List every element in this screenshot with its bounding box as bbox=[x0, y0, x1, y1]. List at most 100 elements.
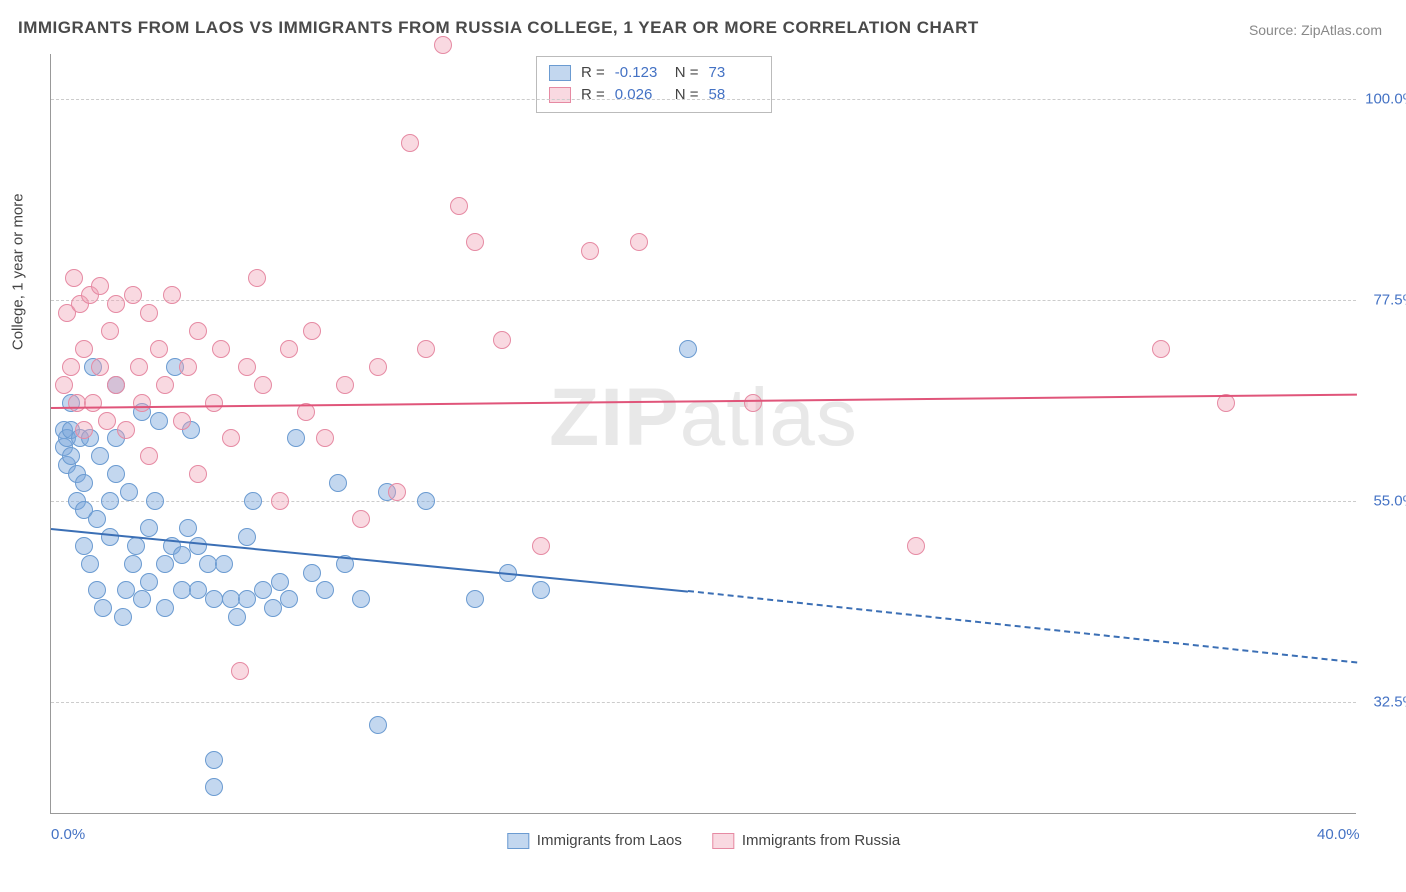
scatter-point bbox=[280, 340, 298, 358]
scatter-point bbox=[466, 233, 484, 251]
scatter-point bbox=[91, 358, 109, 376]
legend-r-value: -0.123 bbox=[615, 62, 665, 84]
scatter-point bbox=[248, 269, 266, 287]
scatter-point bbox=[68, 394, 86, 412]
scatter-point bbox=[179, 358, 197, 376]
scatter-point bbox=[88, 510, 106, 528]
scatter-point bbox=[205, 778, 223, 796]
legend-n-label: N = bbox=[675, 84, 699, 106]
trend-line-dashed bbox=[688, 590, 1358, 664]
x-tick-label: 0.0% bbox=[51, 826, 85, 843]
scatter-point bbox=[55, 376, 73, 394]
legend-item: Immigrants from Russia bbox=[712, 832, 900, 849]
scatter-point bbox=[287, 429, 305, 447]
scatter-point bbox=[466, 590, 484, 608]
scatter-point bbox=[630, 233, 648, 251]
scatter-point bbox=[417, 492, 435, 510]
y-tick-label: 100.0% bbox=[1361, 90, 1406, 107]
scatter-point bbox=[450, 197, 468, 215]
scatter-point bbox=[140, 519, 158, 537]
scatter-point bbox=[163, 286, 181, 304]
scatter-point bbox=[222, 590, 240, 608]
scatter-point bbox=[91, 447, 109, 465]
scatter-point bbox=[62, 447, 80, 465]
scatter-point bbox=[133, 590, 151, 608]
scatter-point bbox=[140, 573, 158, 591]
legend-bottom: Immigrants from Laos Immigrants from Russ… bbox=[507, 832, 900, 849]
watermark-rest: atlas bbox=[680, 372, 858, 463]
scatter-point bbox=[369, 358, 387, 376]
scatter-point bbox=[189, 322, 207, 340]
y-tick-label: 32.5% bbox=[1361, 694, 1406, 711]
scatter-point bbox=[107, 295, 125, 313]
scatter-point bbox=[94, 599, 112, 617]
scatter-point bbox=[101, 492, 119, 510]
scatter-point bbox=[316, 581, 334, 599]
legend-r-value: 0.026 bbox=[615, 84, 665, 106]
scatter-point bbox=[352, 510, 370, 528]
scatter-point bbox=[156, 555, 174, 573]
scatter-point bbox=[62, 358, 80, 376]
trend-line bbox=[51, 394, 1357, 409]
scatter-point bbox=[156, 599, 174, 617]
scatter-point bbox=[173, 546, 191, 564]
scatter-point bbox=[75, 421, 93, 439]
scatter-point bbox=[532, 581, 550, 599]
scatter-point bbox=[189, 465, 207, 483]
scatter-point bbox=[352, 590, 370, 608]
scatter-point bbox=[156, 376, 174, 394]
scatter-point bbox=[199, 555, 217, 573]
scatter-point bbox=[124, 555, 142, 573]
scatter-point bbox=[271, 573, 289, 591]
scatter-point bbox=[222, 429, 240, 447]
scatter-point bbox=[150, 412, 168, 430]
watermark: ZIPatlas bbox=[549, 371, 858, 465]
legend-swatch bbox=[712, 833, 734, 849]
scatter-point bbox=[231, 662, 249, 680]
scatter-point bbox=[238, 528, 256, 546]
legend-stat-row: R = 0.026 N = 58 bbox=[549, 84, 759, 106]
scatter-point bbox=[107, 376, 125, 394]
scatter-point bbox=[150, 340, 168, 358]
scatter-point bbox=[493, 331, 511, 349]
y-axis-title: College, 1 year or more bbox=[10, 193, 27, 350]
chart-plot-area: ZIPatlas R = -0.123N = 73R = 0.026N = 58… bbox=[50, 54, 1356, 814]
scatter-point bbox=[336, 376, 354, 394]
y-tick-label: 55.0% bbox=[1361, 493, 1406, 510]
legend-stats: R = -0.123N = 73R = 0.026N = 58 bbox=[536, 56, 772, 113]
legend-n-label: N = bbox=[675, 62, 699, 84]
scatter-point bbox=[401, 134, 419, 152]
scatter-point bbox=[254, 581, 272, 599]
scatter-point bbox=[146, 492, 164, 510]
source-label: Source: ZipAtlas.com bbox=[1249, 22, 1382, 38]
legend-stat-row: R = -0.123N = 73 bbox=[549, 62, 759, 84]
legend-label: Immigrants from Laos bbox=[537, 832, 682, 849]
grid-line bbox=[51, 702, 1356, 703]
scatter-point bbox=[88, 581, 106, 599]
scatter-point bbox=[205, 751, 223, 769]
scatter-point bbox=[271, 492, 289, 510]
legend-n-value: 58 bbox=[709, 84, 759, 106]
scatter-point bbox=[101, 528, 119, 546]
legend-r-label: R = bbox=[581, 62, 605, 84]
scatter-point bbox=[369, 716, 387, 734]
scatter-point bbox=[179, 519, 197, 537]
scatter-point bbox=[189, 581, 207, 599]
legend-swatch bbox=[549, 87, 571, 103]
scatter-point bbox=[84, 394, 102, 412]
scatter-point bbox=[117, 581, 135, 599]
scatter-point bbox=[81, 555, 99, 573]
scatter-point bbox=[303, 322, 321, 340]
scatter-point bbox=[65, 269, 83, 287]
scatter-point bbox=[120, 483, 138, 501]
watermark-bold: ZIP bbox=[549, 372, 680, 463]
scatter-point bbox=[238, 590, 256, 608]
legend-r-label: R = bbox=[581, 84, 605, 106]
scatter-point bbox=[215, 555, 233, 573]
scatter-point bbox=[316, 429, 334, 447]
scatter-point bbox=[244, 492, 262, 510]
scatter-point bbox=[1152, 340, 1170, 358]
scatter-point bbox=[417, 340, 435, 358]
grid-line bbox=[51, 300, 1356, 301]
scatter-point bbox=[117, 421, 135, 439]
